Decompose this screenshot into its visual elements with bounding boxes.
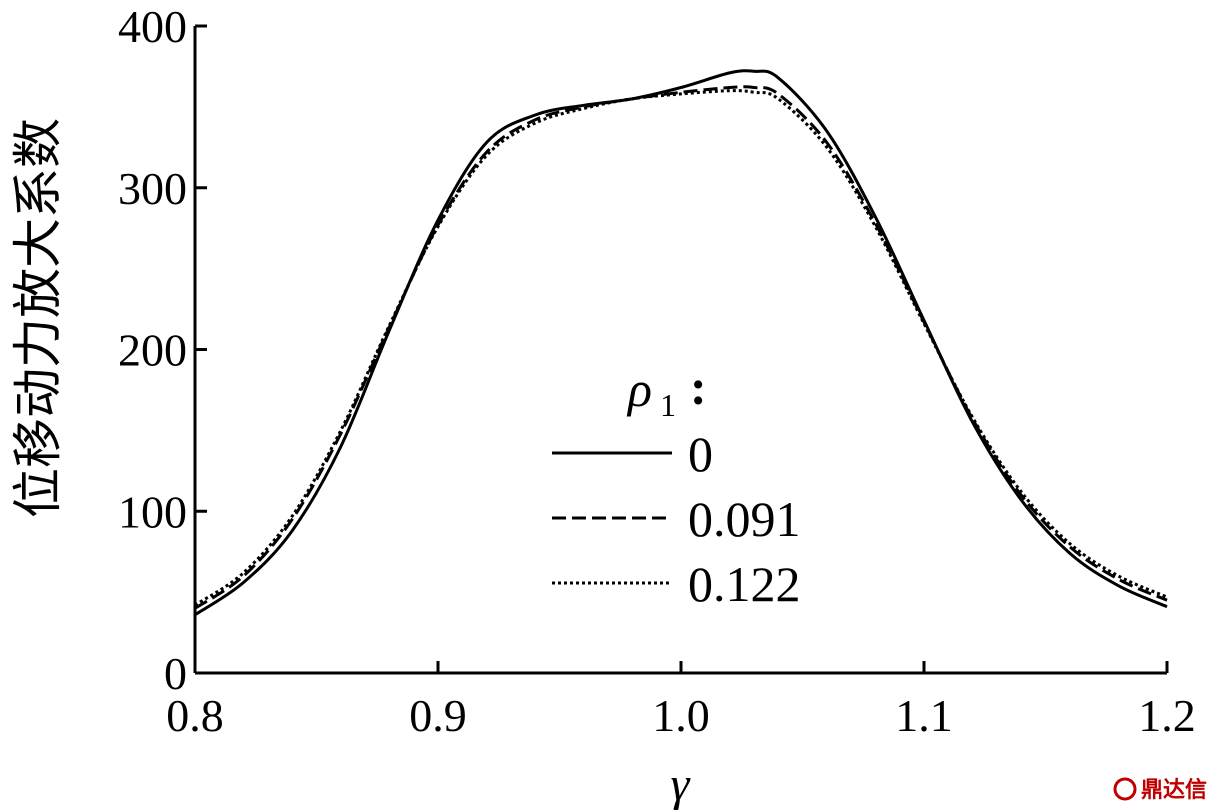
- legend: ρ 1 : 0 0.091 0.122: [552, 359, 801, 612]
- series-line-1: [194, 69, 1168, 617]
- watermark: 鼎达信: [1113, 777, 1207, 803]
- series-line-3: [194, 89, 1168, 607]
- legend-label-1: 0: [688, 426, 713, 482]
- legend-label-2: 0.091: [688, 491, 801, 547]
- watermark-text: 鼎达信: [1141, 777, 1207, 803]
- legend-title-subscript: 1: [660, 387, 676, 423]
- y-tick-label: 400: [118, 1, 187, 52]
- x-tick-label: 0.9: [409, 690, 467, 741]
- x-axis-title: γ: [671, 758, 691, 811]
- ticks: 0.8 0.9 1.0 1.1 1.2 0 100 200 300 400: [118, 1, 1196, 741]
- y-axis-title: 位移动力放大系数: [9, 118, 67, 518]
- watermark-logo-icon: [1113, 777, 1137, 801]
- y-tick-label: 200: [118, 325, 187, 376]
- legend-label-3: 0.122: [688, 556, 801, 612]
- y-tick-label: 100: [118, 486, 187, 537]
- x-tick-label: 0.8: [166, 690, 224, 741]
- y-tick-label: 300: [118, 163, 187, 214]
- x-tick-label: 1.2: [1138, 690, 1196, 741]
- x-tick-label: 1.1: [895, 690, 953, 741]
- legend-title-symbol: ρ: [626, 361, 652, 417]
- axes: [193, 26, 1167, 675]
- legend-title-colon: :: [690, 359, 707, 415]
- series-group: [194, 69, 1168, 617]
- x-tick-label: 1.0: [652, 690, 710, 741]
- y-tick-label: 0: [164, 648, 187, 699]
- series-line-2: [194, 85, 1168, 610]
